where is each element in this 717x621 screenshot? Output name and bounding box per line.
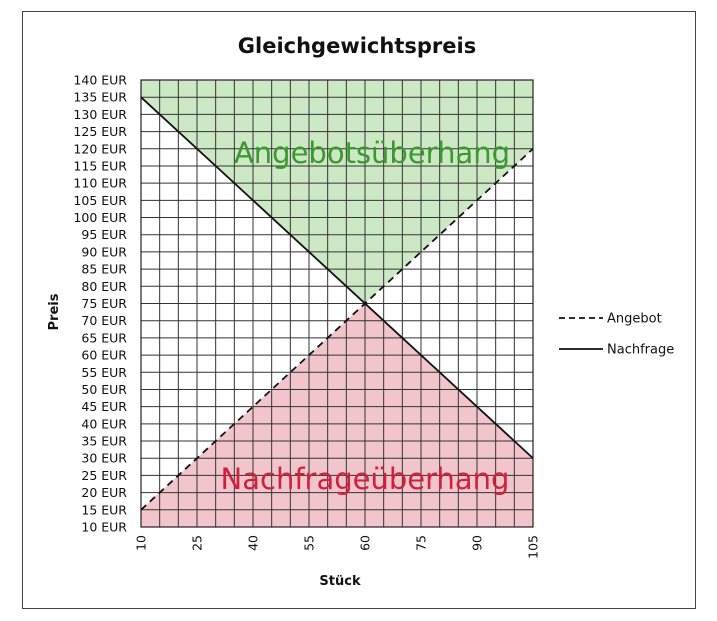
y-tick-label: 125 EUR — [73, 124, 127, 139]
y-tick-label: 130 EUR — [73, 107, 127, 122]
x-axis-label: Stück — [319, 574, 361, 589]
y-tick-label: 40 EUR — [81, 416, 127, 431]
y-tick-label: 120 EUR — [73, 141, 127, 156]
y-tick-label: 30 EUR — [81, 451, 127, 466]
plot-border — [140, 79, 534, 528]
legend-demand-label: Nachfrage — [607, 343, 674, 358]
legend-supply-label: Angebot — [607, 312, 662, 327]
y-tick-label: 90 EUR — [81, 244, 127, 259]
region-labels-layer: Angebotsüberhang Nachfrageüberhang — [221, 136, 511, 496]
y-tick-label: 135 EUR — [73, 90, 127, 105]
y-tick-label: 105 EUR — [73, 193, 127, 208]
y-tick-label: 75 EUR — [81, 296, 127, 311]
y-tick-label: 10 EUR — [81, 520, 127, 535]
y-tick-label: 15 EUR — [81, 502, 127, 517]
x-tick-label: 40 — [246, 535, 261, 551]
supply-line — [140, 148, 534, 511]
y-axis-ticks: 10 EUR 15 EUR 20 EUR 25 EUR 30 EUR 35 EUR 40 E… — [73, 73, 127, 535]
region-supply-surplus — [141, 80, 533, 304]
y-tick-label: 80 EUR — [81, 279, 127, 294]
chart-frame: Gleichgewichtspreis Angebotsüberhang Nach… — [22, 11, 696, 609]
series-layer — [140, 96, 534, 511]
x-tick-label: 55 — [302, 535, 317, 551]
grid-layer — [140, 79, 534, 528]
y-tick-label: 95 EUR — [81, 227, 127, 242]
x-tick-label: 105 — [526, 535, 541, 559]
y-tick-label: 70 EUR — [81, 313, 127, 328]
y-tick-label: 25 EUR — [81, 468, 127, 483]
y-tick-label: 85 EUR — [81, 262, 127, 277]
y-tick-label: 45 EUR — [81, 399, 127, 414]
chart-title: Gleichgewichtspreis — [238, 34, 476, 58]
y-tick-label: 60 EUR — [81, 348, 127, 363]
y-tick-label: 20 EUR — [81, 485, 127, 500]
y-tick-label: 50 EUR — [81, 382, 127, 397]
region-demand-surplus — [141, 303, 533, 527]
region-label-demand-surplus: Nachfrageüberhang — [221, 462, 510, 496]
y-tick-label: 35 EUR — [81, 434, 127, 449]
x-axis-ticks: 10 25 40 55 60 75 90 105 — [134, 535, 541, 559]
y-tick-label: 100 EUR — [73, 210, 127, 225]
region-label-supply-surplus: Angebotsüberhang — [234, 136, 510, 170]
x-tick-label: 25 — [190, 535, 205, 551]
y-tick-label: 110 EUR — [73, 176, 127, 191]
regions-layer — [141, 80, 533, 527]
y-axis-label: Preis — [47, 293, 62, 330]
x-tick-label: 75 — [414, 535, 429, 551]
x-tick-label: 10 — [134, 535, 149, 551]
equilibrium-chart: Gleichgewichtspreis Angebotsüberhang Nach… — [47, 34, 674, 589]
x-tick-label: 60 — [358, 535, 373, 551]
y-tick-label: 115 EUR — [73, 158, 127, 173]
y-tick-label: 65 EUR — [81, 330, 127, 345]
y-tick-label: 140 EUR — [73, 73, 127, 88]
demand-line — [140, 96, 534, 459]
y-tick-label: 55 EUR — [81, 365, 127, 380]
legend: Angebot Nachfrage — [559, 312, 674, 358]
x-tick-label: 90 — [470, 535, 485, 551]
